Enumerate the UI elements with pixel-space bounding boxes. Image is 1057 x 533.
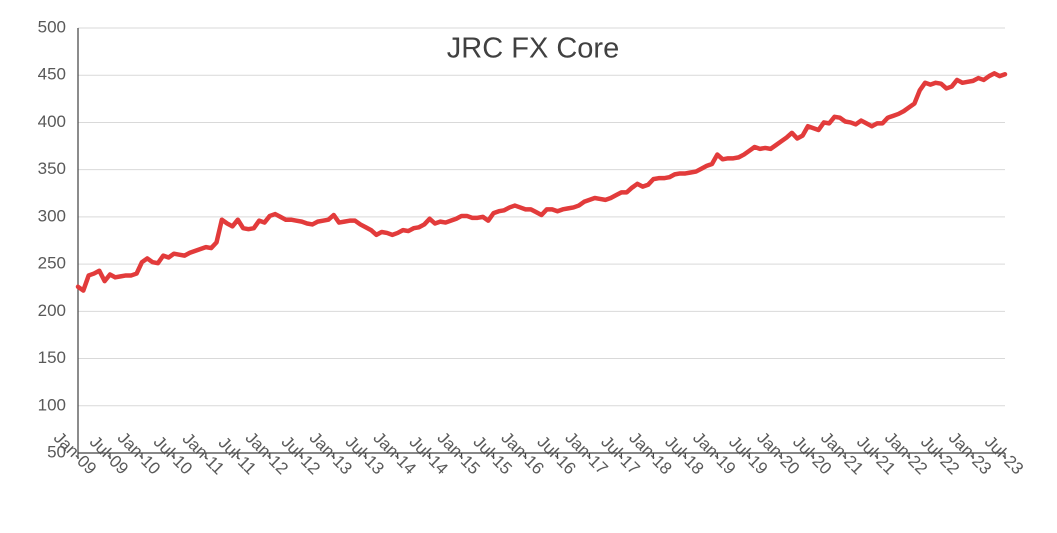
y-tick-label: 200 (38, 301, 66, 320)
y-tick-label: 150 (38, 348, 66, 367)
y-tick-label: 100 (38, 395, 66, 414)
y-tick-label: 250 (38, 254, 66, 273)
data-line (75, 71, 1008, 293)
y-tick-label: 500 (38, 17, 66, 36)
y-tick-label: 300 (38, 206, 66, 225)
y-tick-label: 400 (38, 112, 66, 131)
y-tick-label: 50 (47, 442, 66, 461)
y-tick-label: 350 (38, 159, 66, 178)
chart-title: JRC FX Core (447, 33, 619, 65)
y-tick-label: 450 (38, 65, 66, 84)
